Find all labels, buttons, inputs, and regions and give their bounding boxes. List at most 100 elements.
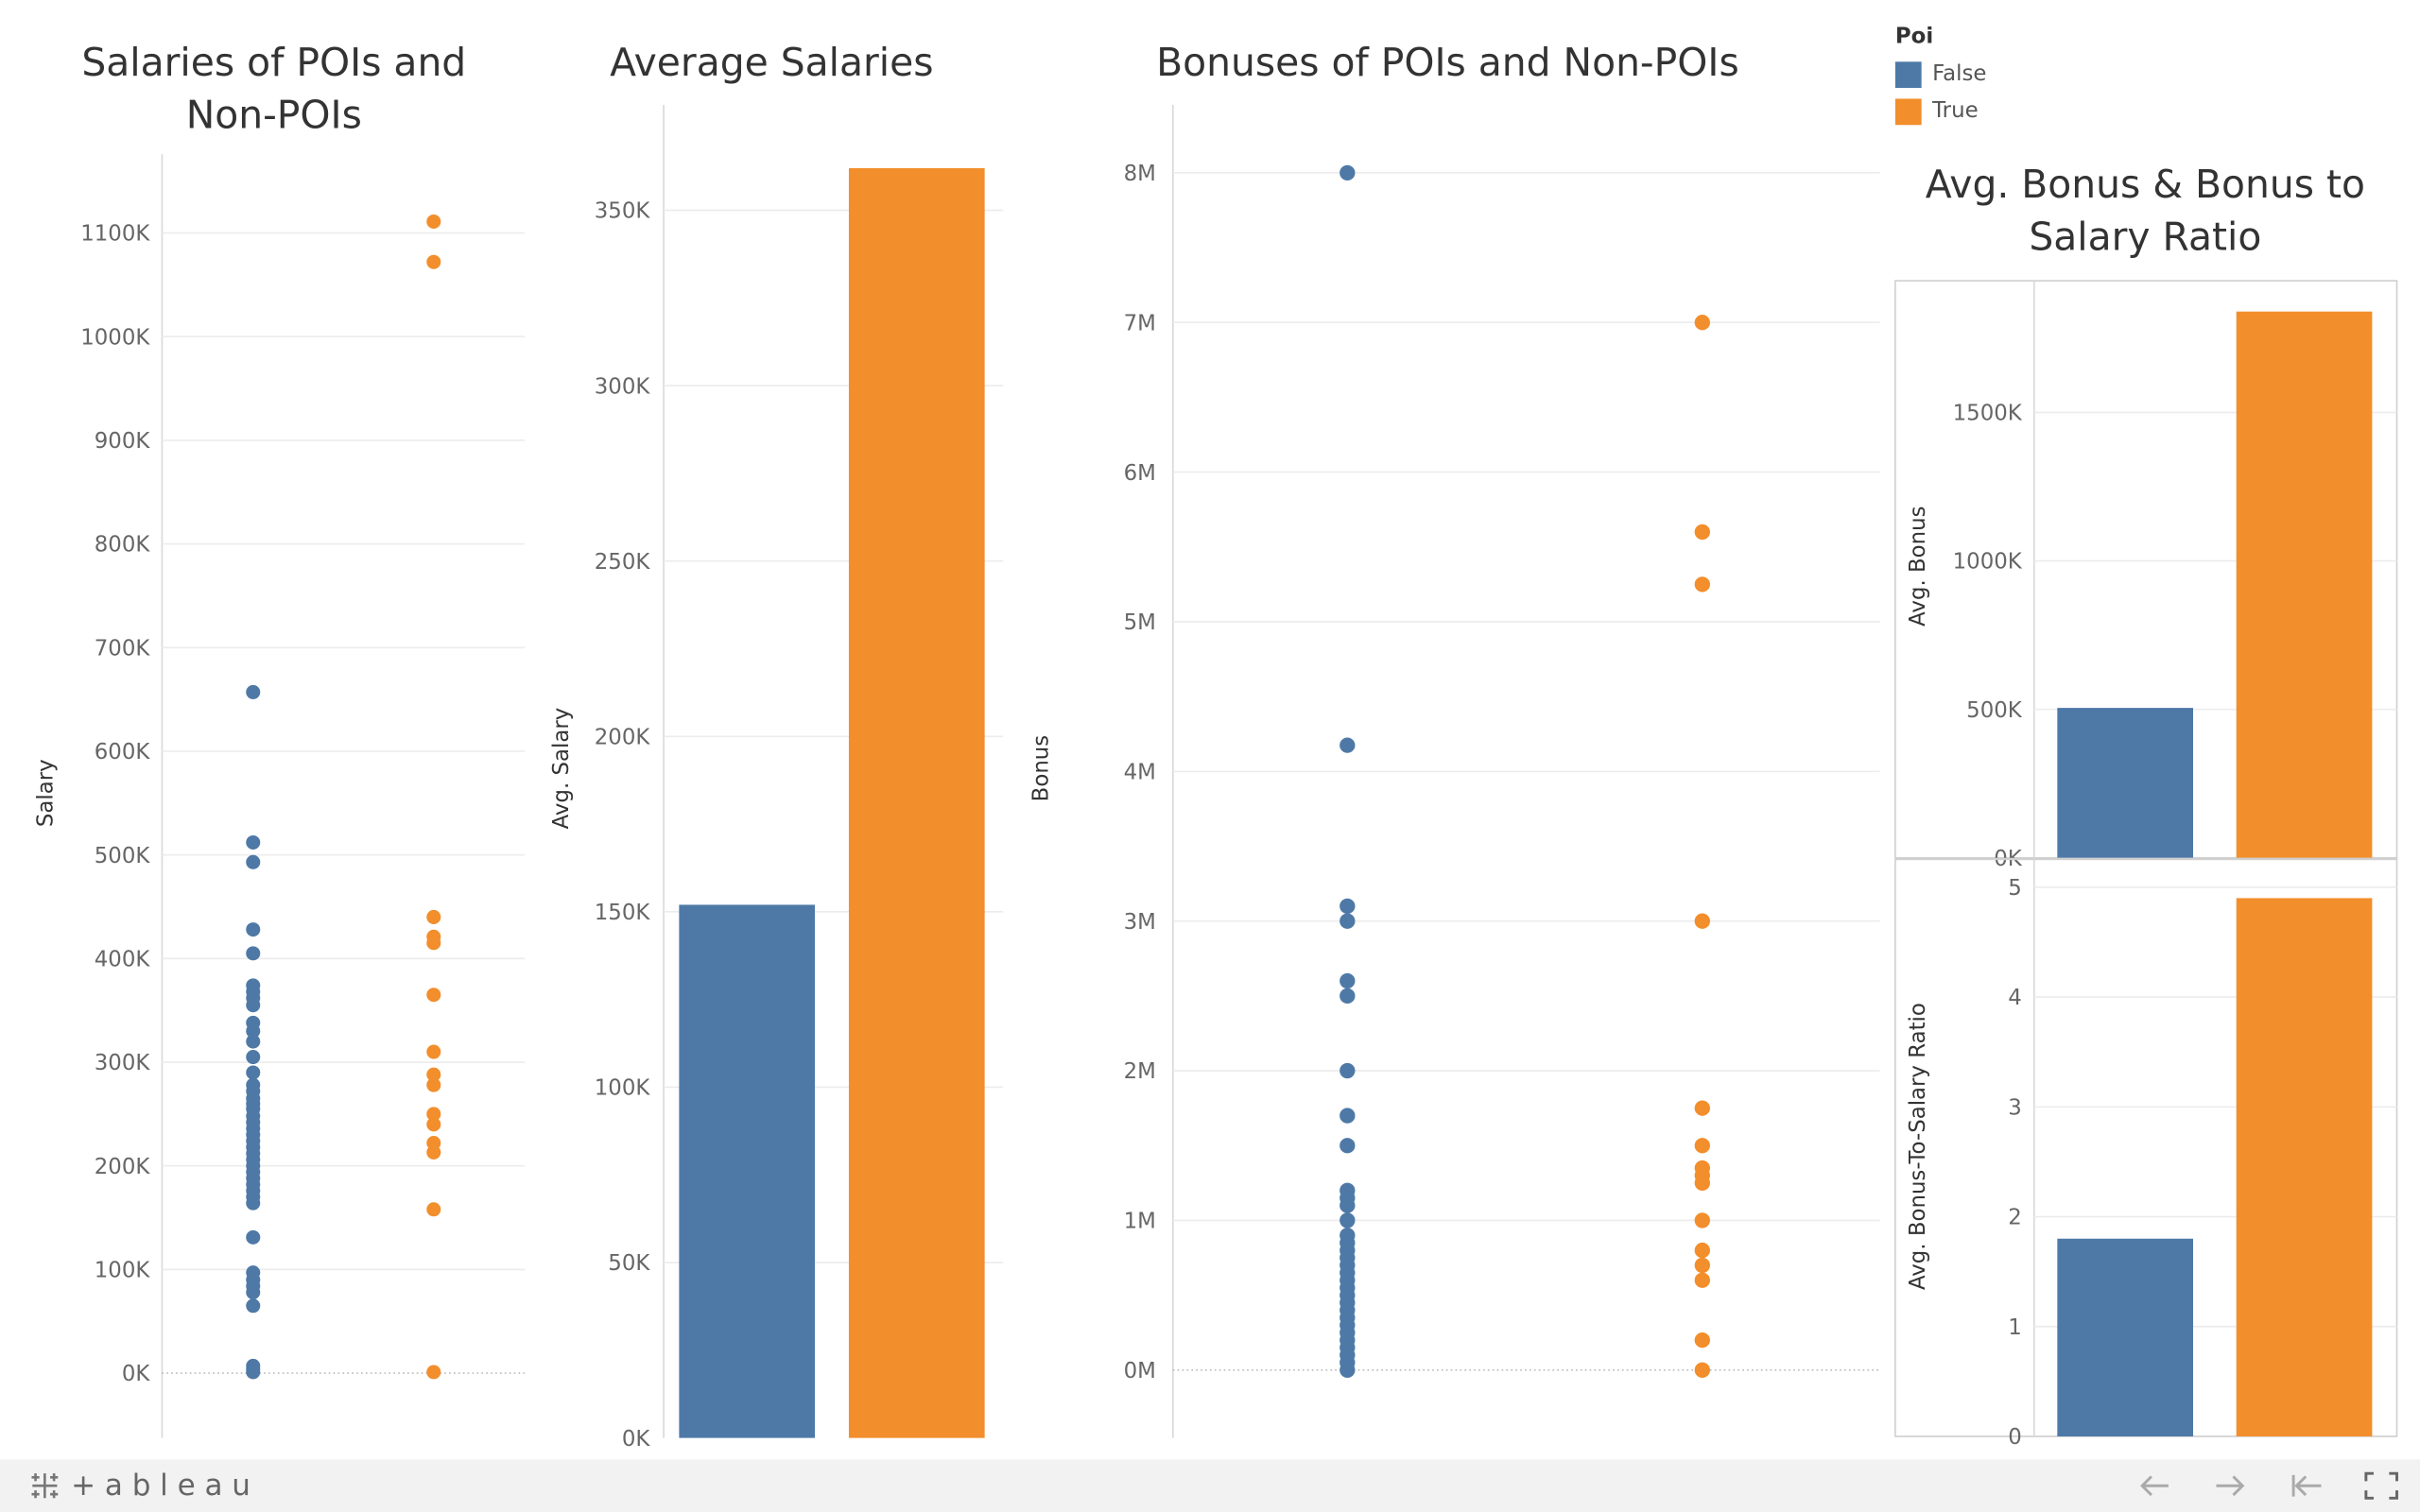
scatter-point-true — [426, 909, 441, 924]
y-axis-title: Salary — [34, 759, 59, 827]
scatter-point-false — [1340, 898, 1356, 915]
scatter-point-true — [426, 254, 441, 269]
y-tick-label: 4 — [2008, 986, 2022, 1010]
footer-toolbar: +ableau — [0, 1459, 2420, 1512]
scatter-point-false — [1340, 1197, 1356, 1213]
y-tick-label: 0K — [622, 1427, 651, 1452]
chart-title-bonuses: Bonuses of POIs and Non-POIs — [1156, 40, 1739, 85]
scatter-point-true — [1694, 1100, 1710, 1116]
y-tick-label: 100K — [95, 1259, 151, 1283]
legend-label-true: True — [1932, 98, 1979, 124]
scatter-point-false — [246, 684, 261, 699]
scatter-point-false — [246, 1034, 261, 1049]
scatter-point-true — [426, 988, 441, 1003]
scatter-point-false — [246, 1229, 261, 1245]
y-tick-label: 900K — [95, 429, 151, 454]
y-tick-label: 3M — [1124, 910, 1156, 935]
y-tick-label: 400K — [95, 947, 151, 971]
y-tick-label: 500K — [95, 844, 151, 868]
scatter-point-false — [246, 1050, 261, 1065]
y-tick-label: 1000K — [80, 325, 150, 350]
charts-canvas: 0K100K200K300K400K500K600K700K800K900K10… — [34, 105, 2398, 1452]
chart-title-avg-bonus: Avg. Bonus & Bonus to Salary Ratio — [1925, 162, 2365, 260]
bar-false — [2057, 1238, 2193, 1436]
scatter-point-false — [246, 834, 261, 850]
chart-avg_salaries: 0K 50K 100K 150K 200K 250K 300K 350K Avg. Salary — [549, 105, 1004, 1452]
scatter-point-false — [246, 1298, 261, 1314]
bar-false — [2057, 708, 2193, 858]
y-tick-label: 1M — [1124, 1210, 1156, 1234]
y-tick-label: 700K — [95, 636, 151, 661]
chart-title-salaries: Salaries of POIs and Non-POIs — [81, 40, 467, 138]
y-tick-label: 600K — [95, 740, 151, 765]
scatter-point-false — [246, 1195, 261, 1211]
y-tick-label: 2 — [2008, 1206, 2022, 1230]
scatter-point-true — [426, 1144, 441, 1160]
scatter-point-true — [1694, 524, 1710, 541]
y-tick-label: 250K — [595, 550, 651, 575]
bar-false — [679, 904, 816, 1438]
redo-icon[interactable] — [2210, 1469, 2250, 1503]
scatter-point-false — [1340, 1108, 1356, 1124]
scatter-point-false — [246, 1065, 261, 1080]
y-tick-label: 300K — [95, 1051, 151, 1075]
scatter-point-true — [1694, 1257, 1710, 1274]
scatter-point-false — [1340, 972, 1356, 989]
y-tick-label: 5 — [2008, 876, 2022, 901]
y-tick-label: 800K — [95, 533, 151, 558]
scatter-point-true — [426, 1202, 441, 1217]
tableau-wordmark: +ableau — [71, 1469, 260, 1503]
y-tick-label: 7M — [1124, 311, 1156, 335]
fullscreen-icon[interactable] — [2361, 1469, 2401, 1503]
chart-salaries: 0K 100K 200K 300K 400K 500K 600K 700K 800K 900K 10… — [34, 154, 526, 1438]
scatter-point-true — [426, 1365, 441, 1380]
y-axis-title: Avg. Bonus-To-Salary Ratio — [1906, 1003, 1930, 1290]
chart-title-average-salaries: Average Salaries — [610, 40, 934, 85]
legend: Poi False True — [1894, 25, 1987, 129]
y-tick-label: 3 — [2008, 1095, 2022, 1120]
y-tick-label: 500K — [1966, 698, 2023, 723]
scatter-point-true — [1694, 913, 1710, 929]
scatter-point-false — [1340, 1362, 1356, 1378]
legend-swatch-false — [1894, 60, 1922, 88]
scatter-point-false — [246, 998, 261, 1013]
legend-item-true[interactable]: True — [1894, 93, 1987, 129]
scatter-point-true — [426, 214, 441, 229]
tableau-logo[interactable]: +ableau — [27, 1469, 259, 1503]
scatter-point-false — [1340, 1138, 1356, 1154]
chart-bonuses: 0M 1M 2M 3M 4M 5M 6M 7M 8M Bonus — [1029, 105, 1880, 1438]
undo-icon[interactable] — [2136, 1469, 2176, 1503]
scatter-point-true — [426, 1044, 441, 1059]
scatter-point-false — [246, 1023, 261, 1039]
bar-true — [2236, 311, 2373, 858]
scatter-point-false — [246, 946, 261, 961]
scatter-point-true — [1694, 1242, 1710, 1259]
y-tick-label: 6M — [1124, 461, 1156, 486]
y-tick-label: 1 — [2008, 1315, 2022, 1340]
y-tick-label: 0K — [122, 1362, 151, 1386]
y-tick-label: 350K — [595, 199, 651, 224]
scatter-point-false — [246, 1365, 261, 1380]
legend-item-false[interactable]: False — [1894, 56, 1987, 93]
y-axis-title: Bonus — [1029, 735, 1054, 802]
scatter-point-true — [426, 936, 441, 951]
scatter-point-true — [1694, 315, 1710, 331]
y-tick-label: 5M — [1124, 610, 1156, 635]
revert-icon[interactable] — [2288, 1469, 2327, 1503]
y-tick-label: 4M — [1124, 760, 1156, 784]
scatter-point-false — [246, 1284, 261, 1300]
legend-title: Poi — [1894, 25, 1934, 50]
y-tick-label: 0M — [1124, 1359, 1156, 1383]
scatter-point-true — [426, 1077, 441, 1092]
scatter-point-false — [1340, 164, 1356, 181]
scatter-point-false — [1340, 913, 1356, 929]
scatter-point-false — [246, 922, 261, 937]
legend-label-false: False — [1932, 61, 1987, 87]
scatter-point-false — [1340, 1062, 1356, 1079]
y-tick-label: 1000K — [1953, 550, 2023, 575]
scatter-point-true — [426, 1107, 441, 1122]
y-tick-label: 1500K — [1953, 402, 2023, 426]
chart-avg_ratio: 0 1 2 3 4 5 Avg. Bonus-To-Salary Ratio — [1894, 858, 2398, 1450]
y-tick-label: 100K — [595, 1076, 651, 1101]
